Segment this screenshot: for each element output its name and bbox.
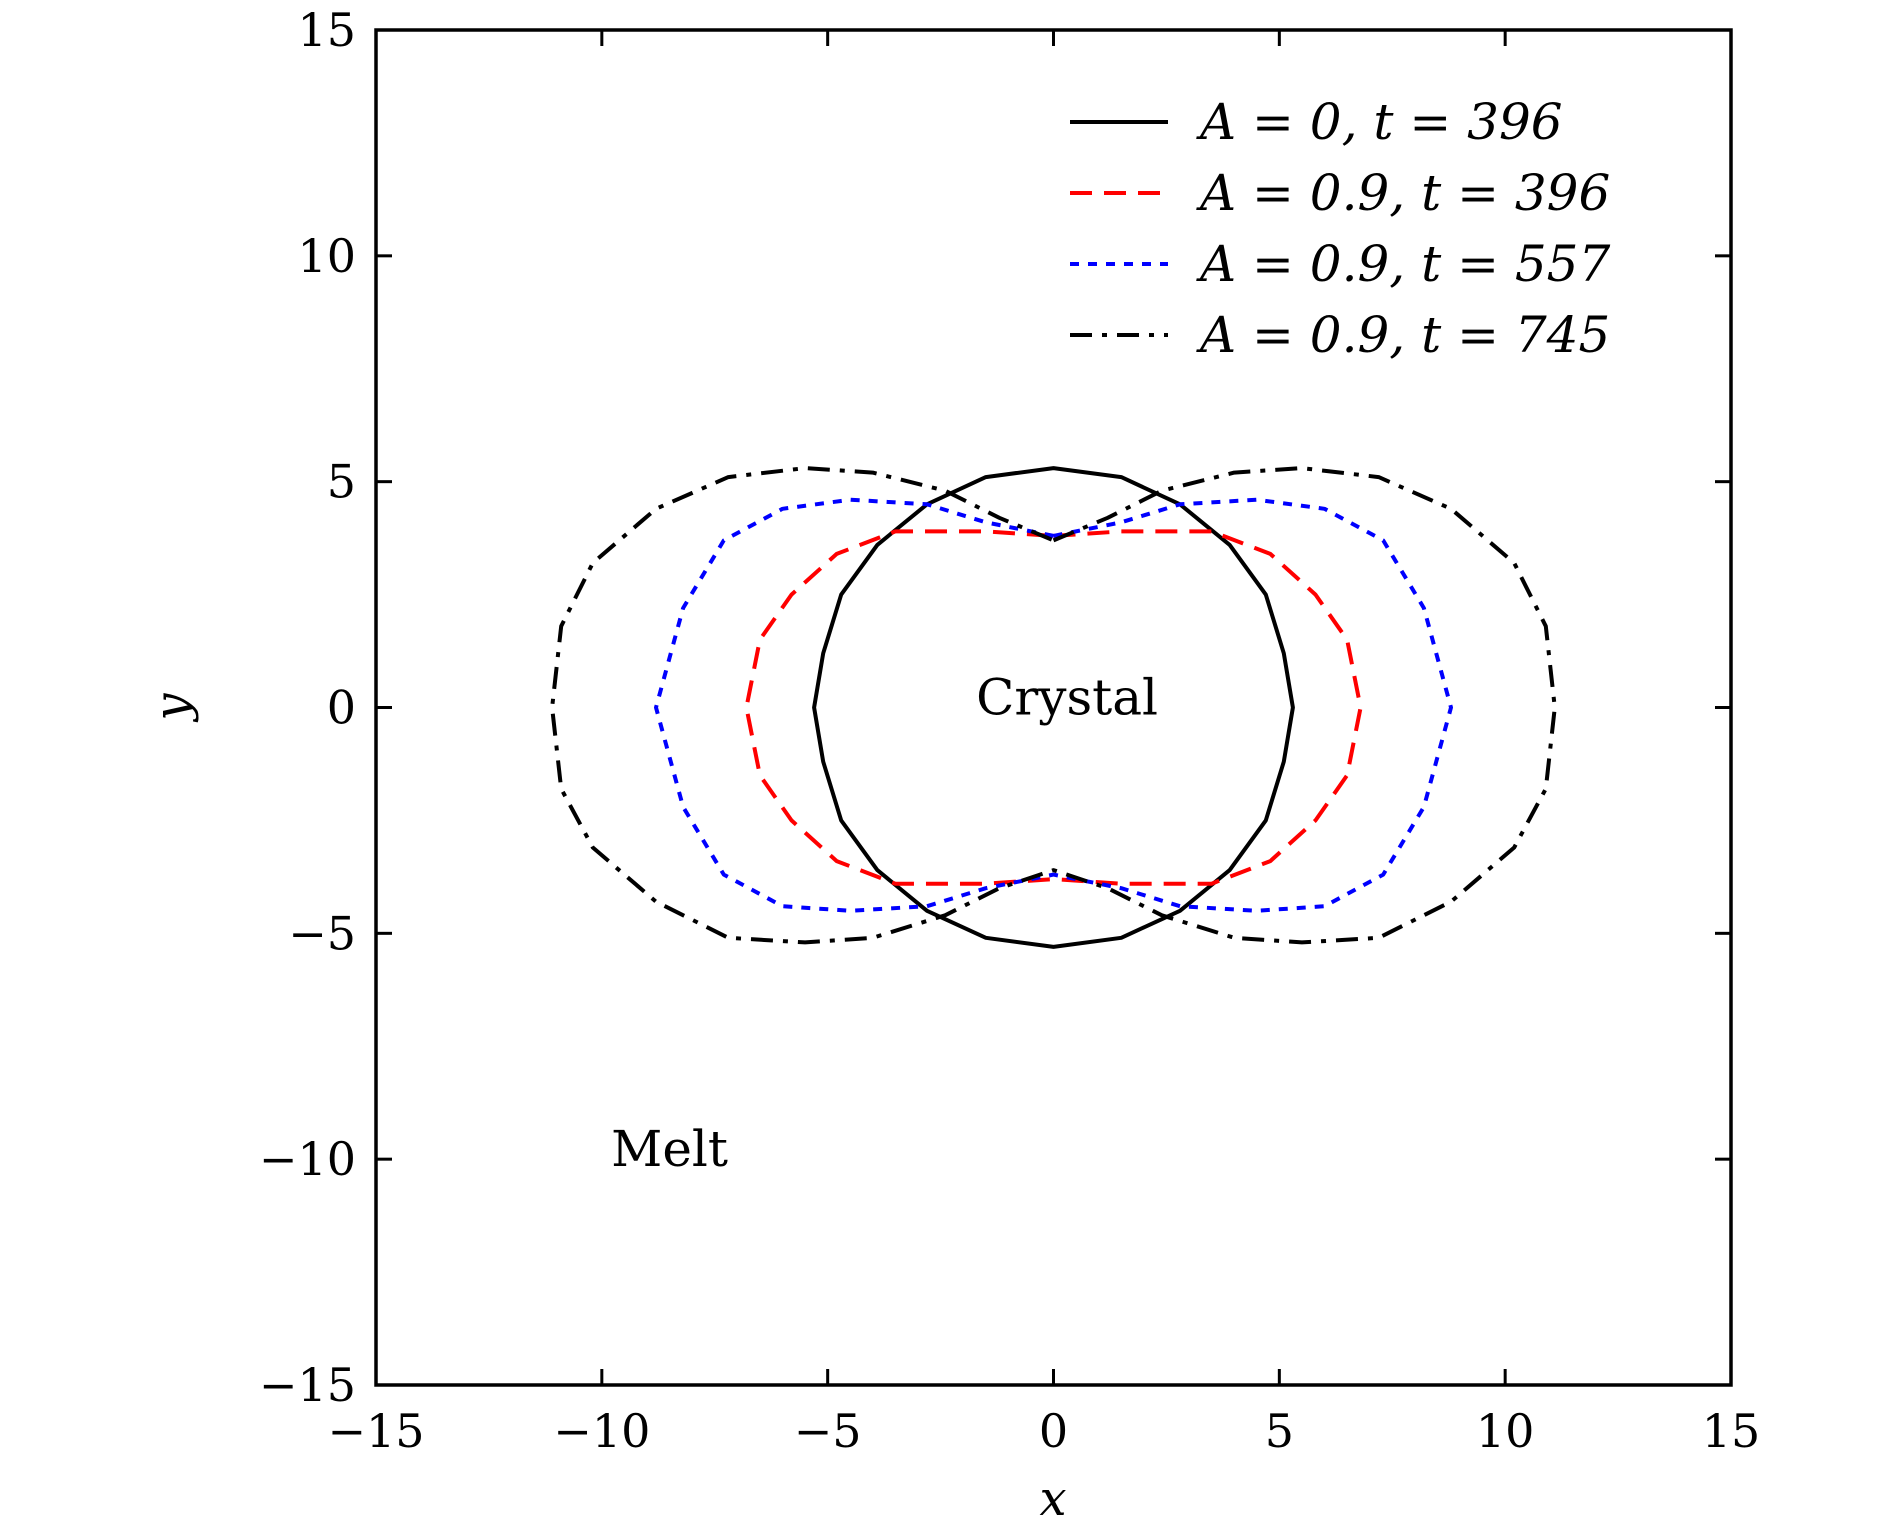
annotation-melt: Melt: [611, 1120, 728, 1178]
y-tick-label: −10: [259, 1132, 356, 1186]
x-tick-label: 5: [1265, 1404, 1294, 1458]
legend-label-1: A = 0, t = 396: [1196, 93, 1563, 151]
x-tick-label: 0: [1039, 1404, 1068, 1458]
series-line-3: [654, 497, 1453, 913]
chart-annotations: Crystal Melt: [611, 668, 1158, 1178]
legend-label-2: A = 0.9, t = 396: [1196, 164, 1610, 222]
legend-label-4: A = 0.9, t = 745: [1196, 306, 1610, 364]
legend: A = 0, t = 396 A = 0.9, t = 396 A = 0.9, t…: [1070, 93, 1610, 364]
y-tick-label: 10: [297, 229, 356, 283]
x-tick-label: 15: [1702, 1404, 1761, 1458]
legend-label-3: A = 0.9, t = 557: [1196, 235, 1610, 293]
y-tick-label: 0: [327, 681, 356, 735]
x-tick-labels: −15 −10 −5 0 5 10 15: [327, 1404, 1760, 1458]
y-tick-label: −15: [259, 1358, 356, 1412]
y-tick-labels: −15 −10 −5 0 5 10 15: [259, 3, 356, 1412]
x-tick-label: −15: [327, 1404, 424, 1458]
x-axis-label: x: [1039, 1471, 1066, 1527]
y-tick-label: −5: [288, 906, 356, 960]
series-line-2: [744, 529, 1363, 886]
series-line-4: [550, 466, 1557, 945]
axis-ticks: [374, 28, 1733, 1387]
x-tick-label: 10: [1476, 1404, 1535, 1458]
annotation-crystal: Crystal: [976, 668, 1158, 726]
series-line-1: [812, 466, 1295, 949]
y-axis-label: y: [144, 693, 200, 723]
y-tick-label: 5: [327, 455, 356, 509]
x-tick-label: −5: [794, 1404, 862, 1458]
y-tick-label: 15: [297, 3, 356, 57]
x-tick-label: −10: [553, 1404, 650, 1458]
series-curves: [550, 466, 1557, 949]
